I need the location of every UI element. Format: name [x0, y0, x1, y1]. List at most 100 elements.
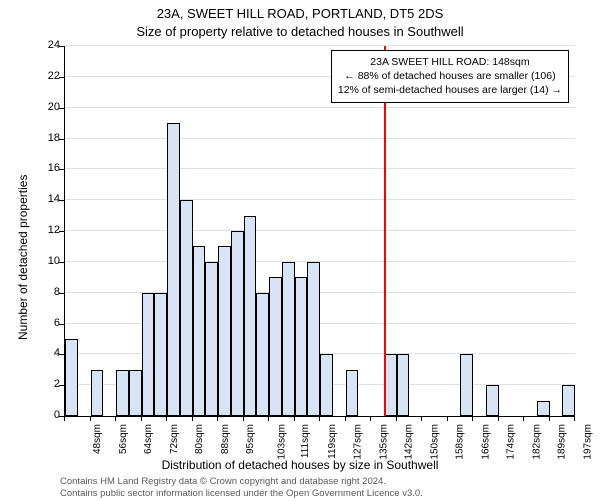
x-tick — [192, 416, 193, 421]
gridline — [65, 261, 575, 262]
gridline — [65, 168, 575, 169]
x-tick-label: 103sqm — [276, 424, 287, 460]
x-tick — [396, 416, 397, 421]
histogram-bar — [397, 354, 410, 416]
gridline — [65, 199, 575, 200]
gridline — [65, 138, 575, 139]
y-tick — [59, 354, 64, 355]
x-tick — [421, 416, 422, 421]
x-tick — [64, 416, 65, 421]
histogram-bar — [537, 401, 550, 416]
y-tick-label: 10 — [32, 255, 60, 267]
histogram-bar — [65, 339, 78, 416]
histogram-bar — [256, 293, 269, 416]
x-tick — [523, 416, 524, 421]
x-tick — [141, 416, 142, 421]
y-tick — [59, 169, 64, 170]
y-tick-label: 6 — [32, 317, 60, 329]
y-tick — [59, 262, 64, 263]
footer-line1: Contains HM Land Registry data © Crown c… — [60, 476, 580, 488]
histogram-bar — [295, 277, 308, 416]
y-tick — [59, 77, 64, 78]
x-tick — [217, 416, 218, 421]
x-tick-label: 111sqm — [300, 424, 311, 458]
histogram-bar — [486, 385, 499, 416]
x-tick — [115, 416, 116, 421]
histogram-bar — [180, 200, 193, 416]
y-tick-label: 24 — [32, 39, 60, 51]
histogram-bar — [116, 370, 129, 416]
histogram-bar — [167, 123, 180, 416]
annotation-line3: 12% of semi-detached houses are larger (… — [338, 83, 562, 97]
x-tick-label: 166sqm — [480, 424, 491, 460]
y-tick — [59, 200, 64, 201]
histogram-bar — [193, 246, 206, 416]
y-tick — [59, 385, 64, 386]
x-tick-label: 95sqm — [245, 424, 256, 454]
y-tick — [59, 293, 64, 294]
x-tick — [319, 416, 320, 421]
y-tick-label: 20 — [32, 101, 60, 113]
x-tick-label: 189sqm — [557, 424, 568, 460]
x-tick-label: 127sqm — [353, 424, 364, 460]
x-axis-label: Distribution of detached houses by size … — [0, 458, 600, 472]
x-tick-label: 135sqm — [378, 424, 389, 460]
gridline — [65, 230, 575, 231]
histogram-bar — [562, 385, 575, 416]
x-tick — [268, 416, 269, 421]
x-tick — [472, 416, 473, 421]
y-tick-label: 18 — [32, 132, 60, 144]
histogram-bar — [142, 293, 155, 416]
x-tick-label: 182sqm — [531, 424, 542, 460]
y-tick-label: 16 — [32, 162, 60, 174]
x-tick-label: 72sqm — [169, 424, 180, 454]
x-tick-label: 119sqm — [326, 424, 337, 459]
histogram-bar — [205, 262, 218, 416]
y-tick — [59, 231, 64, 232]
x-tick — [90, 416, 91, 421]
footer-line2: Contains public sector information licen… — [60, 488, 580, 500]
gridline — [65, 107, 575, 108]
x-tick — [243, 416, 244, 421]
x-tick — [498, 416, 499, 421]
histogram-bar — [282, 262, 295, 416]
x-tick-label: 174sqm — [506, 424, 517, 460]
x-tick-label: 158sqm — [455, 424, 466, 460]
histogram-bar — [346, 370, 359, 416]
x-tick-label: 56sqm — [118, 424, 129, 454]
y-tick-label: 2 — [32, 378, 60, 390]
x-tick-label: 150sqm — [429, 424, 440, 460]
histogram-bar — [154, 293, 167, 416]
histogram-bar — [460, 354, 473, 416]
plot-area: 23A SWEET HILL ROAD: 148sqm← 88% of deta… — [64, 46, 575, 417]
x-tick-label: 48sqm — [92, 424, 103, 454]
chart-subtitle: Size of property relative to detached ho… — [0, 24, 600, 39]
y-tick-label: 12 — [32, 224, 60, 236]
y-tick-label: 22 — [32, 70, 60, 82]
y-tick-label: 14 — [32, 193, 60, 205]
x-tick-label: 64sqm — [143, 424, 154, 454]
y-tick — [59, 108, 64, 109]
histogram-bar — [231, 231, 244, 416]
x-tick — [447, 416, 448, 421]
annotation-box: 23A SWEET HILL ROAD: 148sqm← 88% of deta… — [331, 50, 569, 103]
histogram-bar — [129, 370, 142, 416]
histogram-bar — [320, 354, 333, 416]
y-axis-label: Number of detached properties — [16, 175, 30, 340]
histogram-bar — [91, 370, 104, 416]
histogram-bar — [244, 216, 257, 416]
chart-title-address: 23A, SWEET HILL ROAD, PORTLAND, DT5 2DS — [0, 6, 600, 21]
y-tick — [59, 46, 64, 47]
y-tick-label: 0 — [32, 409, 60, 421]
y-tick — [59, 324, 64, 325]
x-tick — [574, 416, 575, 421]
x-tick — [294, 416, 295, 421]
footer-attribution: Contains HM Land Registry data © Crown c… — [60, 476, 580, 501]
annotation-line2: ← 88% of detached houses are smaller (10… — [338, 69, 562, 83]
y-tick — [59, 139, 64, 140]
histogram-bar — [269, 277, 282, 416]
x-tick-label: 80sqm — [194, 424, 205, 454]
y-tick-label: 8 — [32, 286, 60, 298]
gridline — [65, 45, 575, 46]
x-tick — [549, 416, 550, 421]
